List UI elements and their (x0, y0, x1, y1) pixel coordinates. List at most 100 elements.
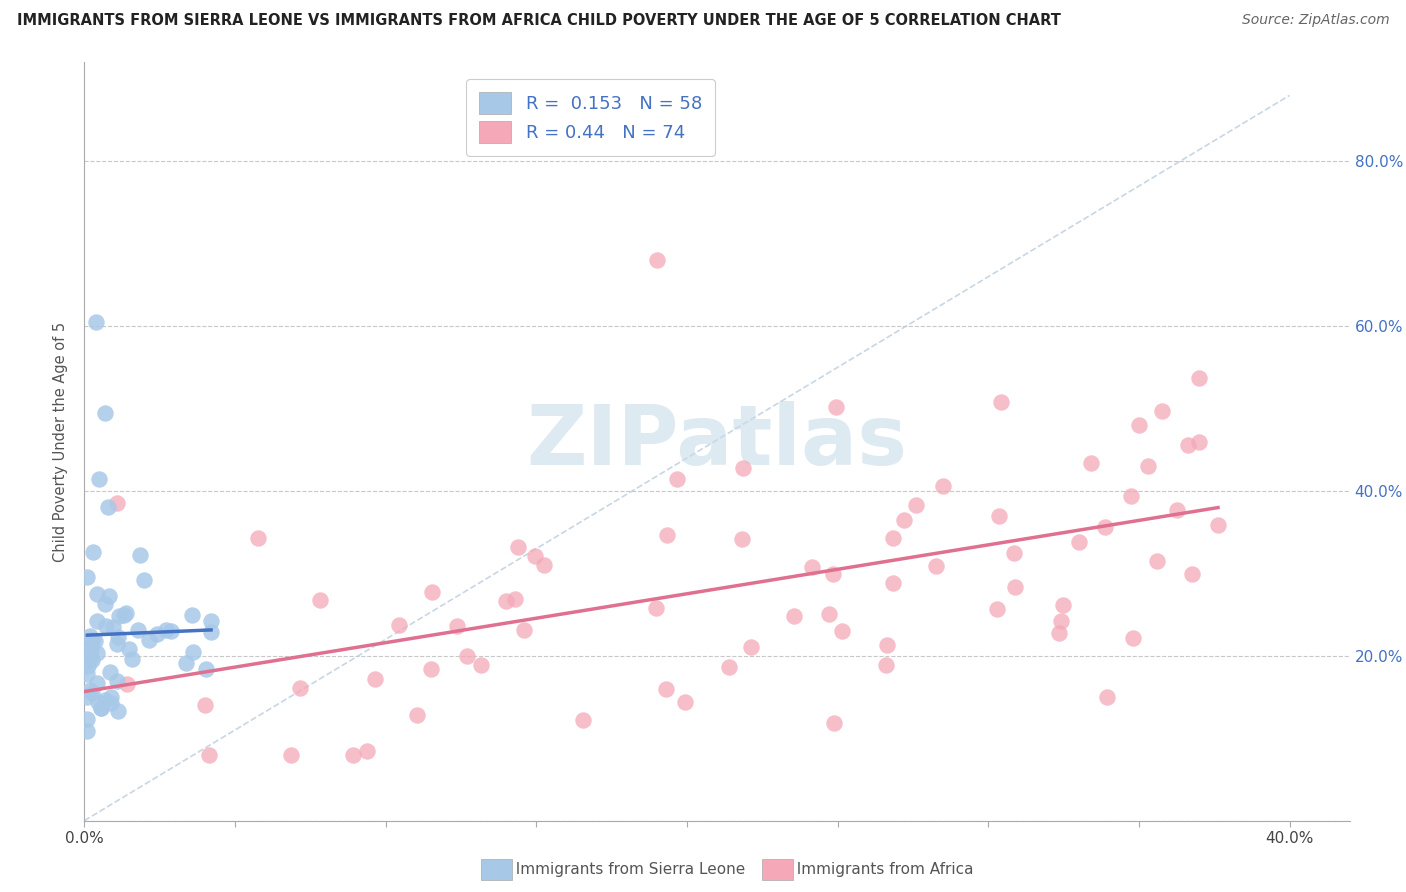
Point (98, 589, 121, 603)
Point (280, 747, 302, 762)
Point (90, 701, 112, 715)
Point (801, 560, 824, 574)
Point (77, 659, 100, 673)
Point (115, 677, 138, 691)
Point (364, 673, 387, 687)
Point (825, 400, 848, 414)
Point (76, 666, 98, 681)
Point (200, 614, 222, 628)
Point (82, 686, 104, 700)
Point (730, 532, 752, 546)
Point (309, 593, 332, 607)
Point (1128, 418, 1150, 433)
Point (89, 472, 111, 486)
Point (783, 608, 806, 623)
Point (94, 597, 117, 611)
Point (470, 658, 492, 673)
Point (1166, 502, 1188, 516)
Point (76, 569, 98, 583)
Point (342, 747, 364, 762)
Point (194, 698, 217, 712)
Point (1080, 456, 1102, 470)
Point (96, 619, 118, 633)
Point (115, 607, 138, 621)
Point (1150, 403, 1173, 417)
Point (446, 619, 468, 633)
Point (1002, 546, 1025, 560)
Point (456, 648, 478, 663)
Point (132, 573, 155, 587)
FancyBboxPatch shape (762, 859, 793, 880)
Point (1004, 580, 1026, 594)
Point (1121, 489, 1143, 503)
Point (987, 509, 1010, 524)
Text: IMMIGRANTS FROM SIERRA LEONE VS IMMIGRANTS FROM AFRICA CHILD POVERTY UNDER THE A: IMMIGRANTS FROM SIERRA LEONE VS IMMIGRAN… (17, 13, 1060, 29)
Point (1146, 553, 1168, 567)
Point (100, 690, 122, 704)
Point (121, 652, 143, 666)
Text: Immigrants from Africa: Immigrants from Africa (787, 863, 974, 877)
Point (105, 496, 128, 510)
Point (1094, 520, 1116, 534)
Point (893, 513, 915, 527)
Point (107, 704, 129, 718)
Point (572, 713, 595, 727)
Point (1097, 690, 1119, 705)
Point (673, 695, 696, 709)
Point (904, 499, 927, 513)
Point (82, 545, 104, 559)
Point (1188, 434, 1211, 449)
Point (823, 567, 845, 582)
Point (1122, 631, 1144, 645)
Point (80, 633, 103, 648)
Point (86, 646, 108, 660)
Point (513, 623, 536, 637)
Y-axis label: Child Poverty Under the Age of 5: Child Poverty Under the Age of 5 (53, 321, 69, 562)
Point (118, 641, 141, 656)
Point (733, 461, 755, 475)
Point (523, 549, 546, 563)
Point (76, 724, 98, 739)
Text: Immigrants from Sierra Leone: Immigrants from Sierra Leone (506, 863, 745, 877)
Point (105, 637, 128, 651)
Point (1180, 566, 1202, 581)
Point (79, 629, 101, 643)
Point (160, 624, 183, 638)
Point (87, 695, 110, 709)
Point (817, 607, 839, 622)
Point (79, 652, 101, 666)
Point (105, 673, 128, 688)
Point (882, 531, 904, 545)
Point (198, 747, 221, 762)
Point (644, 600, 666, 615)
Point (86, 676, 108, 690)
Point (76, 712, 98, 726)
Point (1047, 625, 1070, 640)
Point (990, 394, 1012, 409)
Point (100, 696, 122, 710)
Point (876, 638, 898, 652)
Point (155, 623, 177, 637)
Point (420, 584, 443, 599)
Point (986, 602, 1008, 616)
Point (86, 587, 108, 601)
Legend: R =  0.153   N = 58, R = 0.44   N = 74: R = 0.153 N = 58, R = 0.44 N = 74 (467, 79, 714, 155)
Point (90, 701, 112, 715)
Point (80, 633, 103, 648)
Point (1206, 518, 1229, 533)
Point (831, 624, 853, 638)
Point (1188, 371, 1211, 385)
Point (107, 631, 129, 645)
Text: Source: ZipAtlas.com: Source: ZipAtlas.com (1241, 13, 1389, 28)
Point (112, 607, 135, 622)
Point (246, 531, 269, 545)
Point (1052, 598, 1074, 612)
Point (100, 665, 122, 680)
Point (80, 653, 103, 667)
Point (138, 632, 160, 647)
Point (666, 472, 689, 486)
Point (76, 690, 98, 704)
Text: ZIPatlas: ZIPatlas (527, 401, 907, 482)
FancyBboxPatch shape (481, 859, 512, 880)
Point (1177, 437, 1199, 451)
